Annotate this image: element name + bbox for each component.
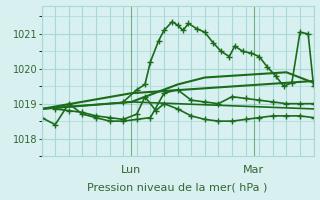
Text: Pression niveau de la mer( hPa ): Pression niveau de la mer( hPa ) [87,183,268,193]
Text: Mar: Mar [243,165,264,175]
Text: Lun: Lun [121,165,141,175]
